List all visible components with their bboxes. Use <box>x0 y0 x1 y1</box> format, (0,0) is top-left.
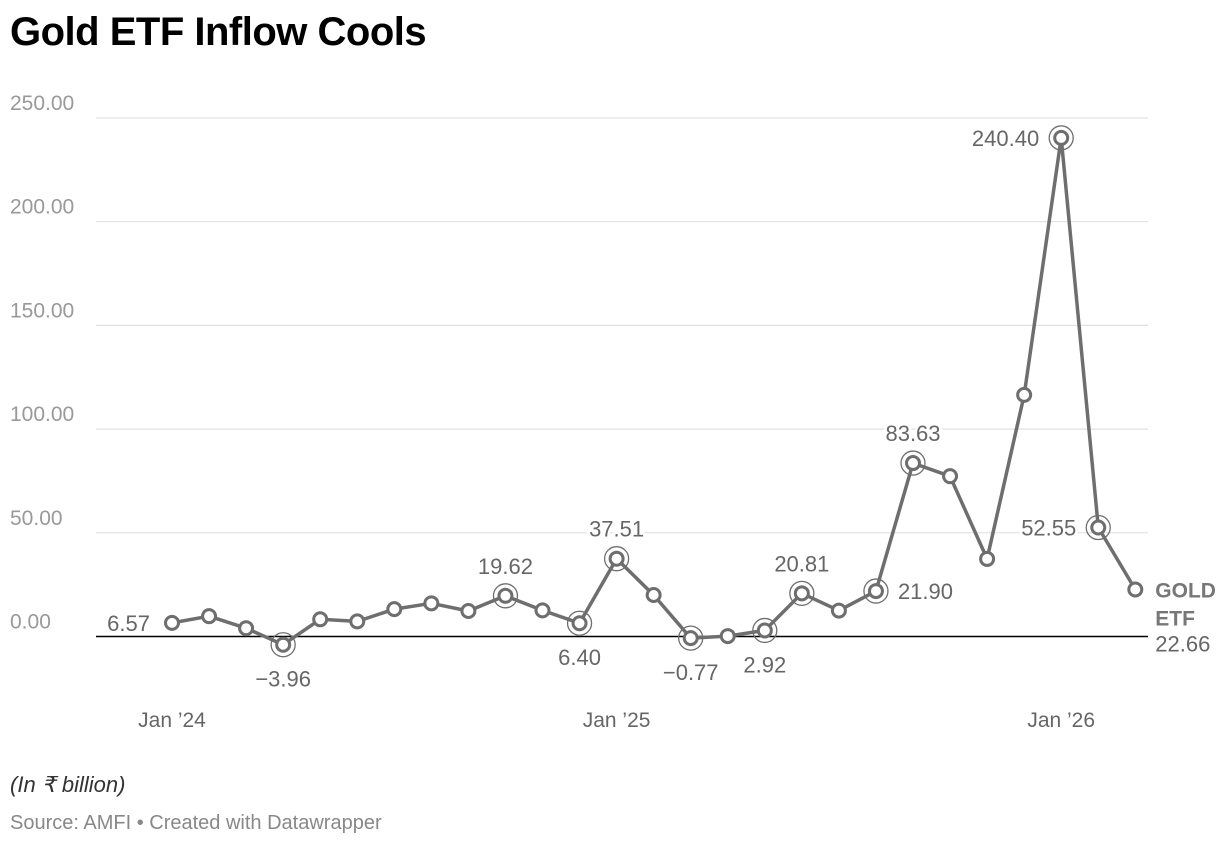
data-point <box>905 455 921 472</box>
highlight-ring <box>270 632 296 658</box>
data-label: 19.62 <box>478 554 533 579</box>
data-point <box>534 602 551 619</box>
source-credit: Source: AMFI • Created with Datawrapper <box>10 812 382 834</box>
highlight-ring <box>566 610 593 636</box>
highlight-ring <box>1085 514 1111 541</box>
data-point <box>164 614 180 631</box>
data-label: 21.90 <box>898 579 953 604</box>
data-point <box>682 630 699 647</box>
y-tick-label: 100.00 <box>10 403 74 426</box>
data-point <box>756 622 773 639</box>
data-point <box>571 615 588 632</box>
data-point <box>386 601 403 618</box>
data-label: 6.57 <box>107 611 150 636</box>
data-point <box>423 595 440 612</box>
data-point <box>238 620 255 637</box>
data-point <box>1053 129 1070 146</box>
series-name-label: ETF <box>1155 608 1195 631</box>
data-point <box>867 583 884 600</box>
data-label: 240.40 <box>972 126 1039 151</box>
data-label: −0.77 <box>663 660 719 685</box>
y-tick-label: 200.00 <box>10 196 74 219</box>
data-point <box>201 608 218 625</box>
y-tick-label: 0.00 <box>10 611 51 634</box>
data-point <box>719 628 736 645</box>
data-point <box>1016 386 1033 403</box>
data-points <box>164 125 1144 658</box>
data-label: 6.40 <box>558 645 601 670</box>
data-point <box>942 468 959 485</box>
data-labels: 6.57 −3.96 19.62 6.40 37.51 −0.77 2.92 20.81 21.… <box>105 123 1216 694</box>
chart-title: Gold ETF Inflow Cools <box>10 10 427 54</box>
data-point <box>645 587 662 604</box>
data-label: 52.55 <box>1021 516 1076 541</box>
highlight-ring <box>789 580 815 606</box>
data-point <box>830 602 847 619</box>
highlight-ring <box>900 450 926 476</box>
x-tick-label: Jan ’24 <box>138 709 206 732</box>
data-point <box>1127 581 1144 598</box>
y-tick-label: 50.00 <box>10 507 63 530</box>
highlight-ring <box>678 625 704 651</box>
y-axis-ticks: 0.00 50.00 100.00 150.00 200.00 250.00 <box>10 92 74 634</box>
highlight-ring <box>492 583 519 609</box>
highlight-ring <box>752 617 778 644</box>
data-label: 20.81 <box>774 551 829 576</box>
data-point <box>979 550 996 567</box>
data-point <box>608 550 625 567</box>
data-point <box>349 613 366 630</box>
data-label: 2.92 <box>743 652 786 677</box>
grid-lines <box>96 117 1148 638</box>
data-point <box>460 602 477 619</box>
series-line-layer <box>170 136 1138 647</box>
x-tick-label: Jan ’25 <box>583 709 651 732</box>
data-point <box>312 611 329 628</box>
series-name-label: GOLD <box>1155 580 1216 603</box>
y-tick-label: 150.00 <box>10 299 74 322</box>
unit-note: (In ₹ billion) <box>10 772 126 797</box>
data-point <box>275 636 292 653</box>
x-tick-label: Jan ’26 <box>1027 709 1095 732</box>
data-label: 37.51 <box>589 517 644 542</box>
data-point <box>1090 519 1107 536</box>
data-point <box>793 585 810 602</box>
highlight-ring <box>1048 125 1074 151</box>
y-tick-label: 250.00 <box>10 92 74 115</box>
highlight-ring <box>863 578 889 604</box>
data-label: 83.63 <box>885 421 940 446</box>
data-label: −3.96 <box>255 667 311 692</box>
x-axis-ticks: Jan ’24 Jan ’25 Jan ’26 <box>138 709 1095 732</box>
series-line <box>170 136 1138 647</box>
data-point <box>497 587 514 604</box>
highlight-ring <box>603 546 630 572</box>
data-label: 22.66 <box>1155 632 1210 657</box>
